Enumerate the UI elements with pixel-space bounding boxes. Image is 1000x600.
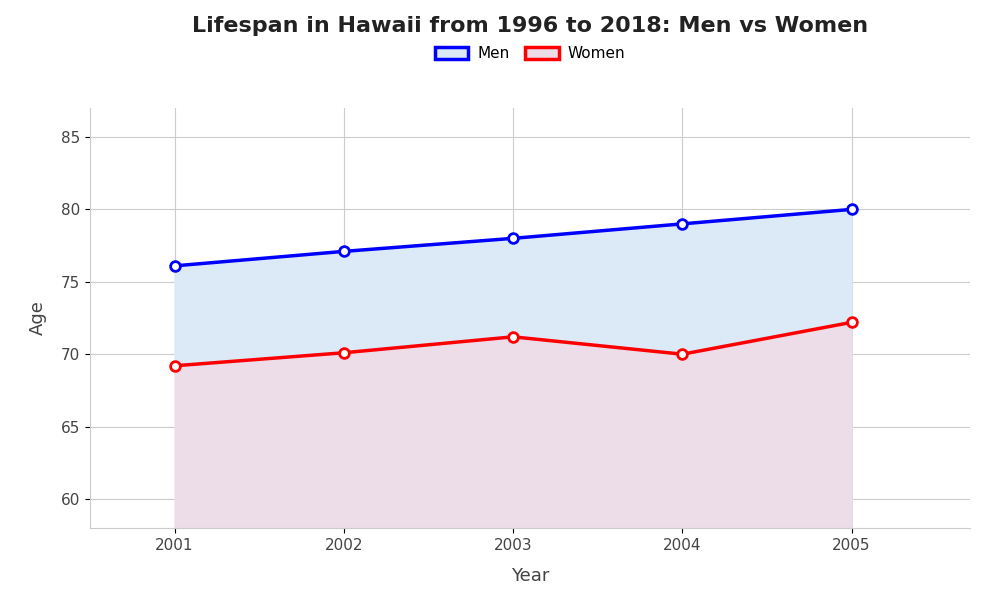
X-axis label: Year: Year (511, 566, 549, 584)
Legend: Men, Women: Men, Women (429, 40, 631, 67)
Title: Lifespan in Hawaii from 1996 to 2018: Men vs Women: Lifespan in Hawaii from 1996 to 2018: Me… (192, 16, 868, 35)
Y-axis label: Age: Age (29, 301, 47, 335)
